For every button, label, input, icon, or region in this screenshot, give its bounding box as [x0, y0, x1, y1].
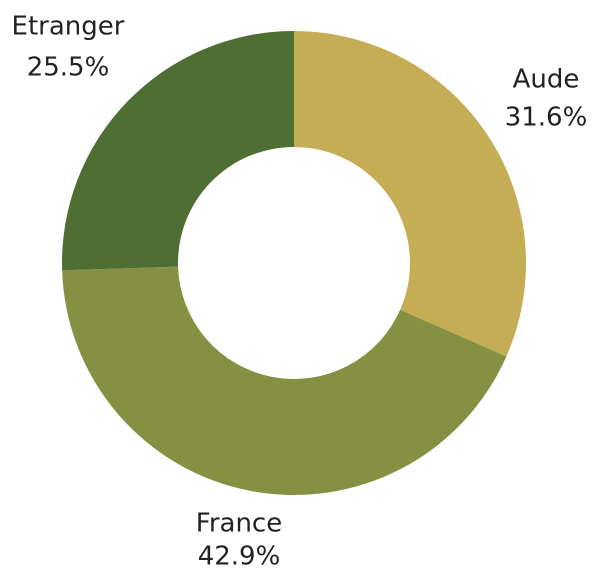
slice-label: Aude [513, 65, 580, 95]
donut-slice [294, 31, 526, 357]
slice-label: France [196, 509, 282, 539]
slice-value-label: 42.9% [198, 542, 281, 572]
slice-label: Etranger [12, 12, 125, 42]
donut-slice [62, 31, 294, 271]
donut-slice [62, 266, 507, 496]
slice-value-label: 31.6% [505, 103, 588, 133]
slice-value-label: 25.5% [27, 53, 110, 83]
